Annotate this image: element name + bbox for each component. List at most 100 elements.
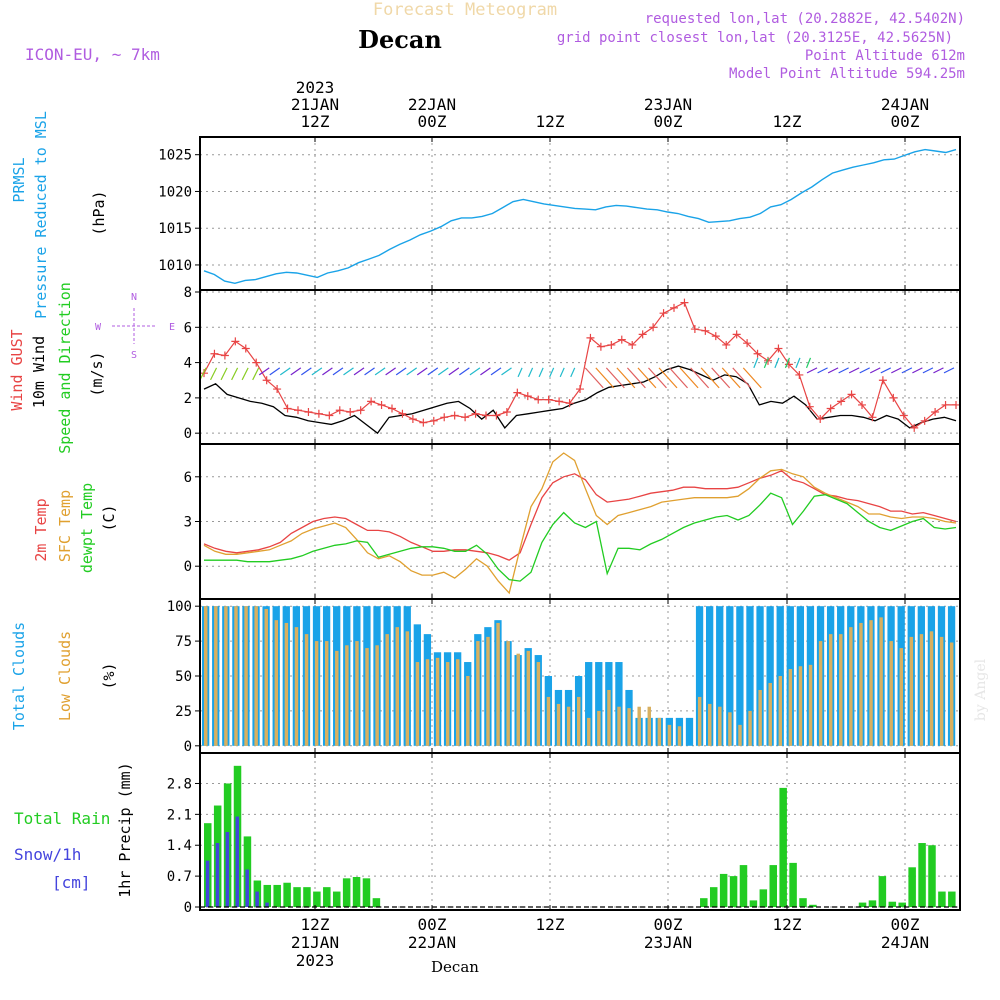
low-cloud-bar: [314, 641, 319, 746]
rain-bar: [362, 878, 371, 907]
gust-point: [847, 390, 856, 399]
wind-direction-arrow: [279, 367, 291, 376]
wind-direction-arrow: [322, 367, 333, 376]
rain-bar: [332, 891, 341, 907]
wind-direction-arrow: [220, 367, 228, 381]
low-cloud-bar: [526, 650, 531, 746]
gust-point: [649, 323, 658, 332]
bottom-hour-label: 00Z: [891, 915, 920, 934]
frame-layer: [195, 136, 961, 911]
low-cloud-bar: [607, 689, 611, 746]
gust-point: [638, 330, 647, 339]
gust-point: [346, 408, 355, 416]
rain-bar: [898, 902, 906, 907]
gust-point: [743, 339, 752, 348]
series-wind-gust: [203, 301, 956, 429]
wind-direction-arrow: [806, 367, 818, 374]
gust-point: [732, 330, 741, 339]
point-altitude: Point Altitude 612m: [805, 48, 965, 64]
y-tick-label: 0.7: [167, 869, 192, 885]
wind-direction-arrow: [901, 367, 913, 374]
low-cloud-bar: [264, 608, 268, 746]
y-tick-label: 3: [184, 515, 192, 531]
panel-frame-precip: [199, 752, 961, 911]
gust-point: [294, 406, 302, 415]
rain-bar: [749, 900, 758, 907]
low-cloud-bar: [375, 645, 379, 746]
y-tick-label: 1010: [158, 258, 192, 274]
bottom-hour-label: 00Z: [418, 915, 447, 934]
low-cloud-bar: [445, 662, 450, 746]
rain-bar: [868, 900, 877, 907]
low-cloud-bar: [617, 706, 621, 746]
wind-direction-arrow: [933, 367, 944, 374]
wind-direction-arrow: [406, 367, 418, 376]
wind-direction-arrow: [427, 367, 439, 376]
wind-direction-arrow: [658, 367, 678, 389]
label-total-clouds: Total Clouds: [10, 622, 28, 730]
rain-bar: [293, 887, 301, 907]
grid-layer: [200, 137, 960, 910]
low-cloud-bar: [939, 636, 944, 746]
wind-direction-arrow: [700, 367, 720, 389]
low-cloud-bar: [667, 724, 672, 746]
wind-direction-arrow: [891, 367, 902, 374]
low-cloud-bar: [214, 606, 218, 746]
gust-point: [492, 411, 501, 420]
wind-direction-arrow: [469, 367, 481, 376]
wind-direction-arrow: [711, 367, 731, 389]
rain-bar: [799, 898, 807, 907]
low-cloud-bar: [506, 641, 510, 746]
low-cloud-bar: [204, 606, 208, 746]
low-cloud-bar: [456, 659, 460, 746]
label-total-rain: Total Rain: [14, 809, 110, 828]
rain-bar: [928, 845, 936, 907]
y-tick-label: 25: [175, 704, 192, 720]
low-cloud-bar: [788, 669, 793, 746]
gust-point: [283, 404, 292, 413]
rain-bar: [739, 865, 748, 907]
gust-point: [210, 349, 219, 358]
rain-bar: [809, 904, 817, 907]
gust-point: [252, 358, 261, 367]
y-tick-label: 6: [184, 320, 192, 336]
compass-w: W: [95, 322, 102, 333]
gust-point: [670, 303, 678, 312]
gust-point: [931, 408, 940, 416]
top-hour-label: 00Z: [418, 112, 447, 131]
wind-direction-arrow: [290, 367, 302, 376]
label-percent: (%): [100, 662, 118, 689]
wind-direction-arrow: [763, 357, 769, 369]
wind-direction-arrow: [385, 367, 396, 376]
gridpoint-coords: grid point closest lon,lat (20.3125E, 42…: [557, 30, 953, 46]
top-date-label: 21JAN: [291, 95, 339, 114]
low-cloud-bar: [355, 641, 359, 746]
low-cloud-bar: [496, 622, 500, 746]
wind-direction-arrow: [827, 367, 839, 374]
snow-bar: [265, 902, 269, 907]
rain-bar: [948, 891, 956, 907]
top-date-label: 24JAN: [881, 95, 929, 114]
gust-point: [356, 406, 365, 415]
low-cloud-bar: [395, 627, 399, 746]
label-hpa: (hPa): [90, 190, 108, 235]
label-celsius: (C): [100, 504, 118, 531]
gust-point: [826, 404, 835, 413]
gust-point: [795, 370, 804, 379]
total-cloud-bar: [736, 606, 744, 746]
label-snow-cm: [cm]: [52, 873, 91, 892]
y-tick-label: 2: [184, 391, 192, 407]
bottom-hour-label: 00Z: [654, 915, 683, 934]
label-low-clouds: Low Clouds: [56, 631, 74, 721]
wind-direction-arrow: [209, 367, 218, 381]
gust-point: [408, 415, 417, 424]
wind-direction-arrow: [241, 367, 249, 381]
rain-bar: [759, 889, 768, 907]
gust-point: [482, 411, 490, 420]
rain-bar: [938, 891, 946, 907]
y-tick-label: 1015: [158, 221, 192, 237]
wind-direction-arrow: [669, 367, 688, 389]
low-cloud-bar: [536, 662, 541, 746]
low-cloud-bar: [708, 703, 712, 746]
low-cloud-bar: [566, 706, 571, 746]
